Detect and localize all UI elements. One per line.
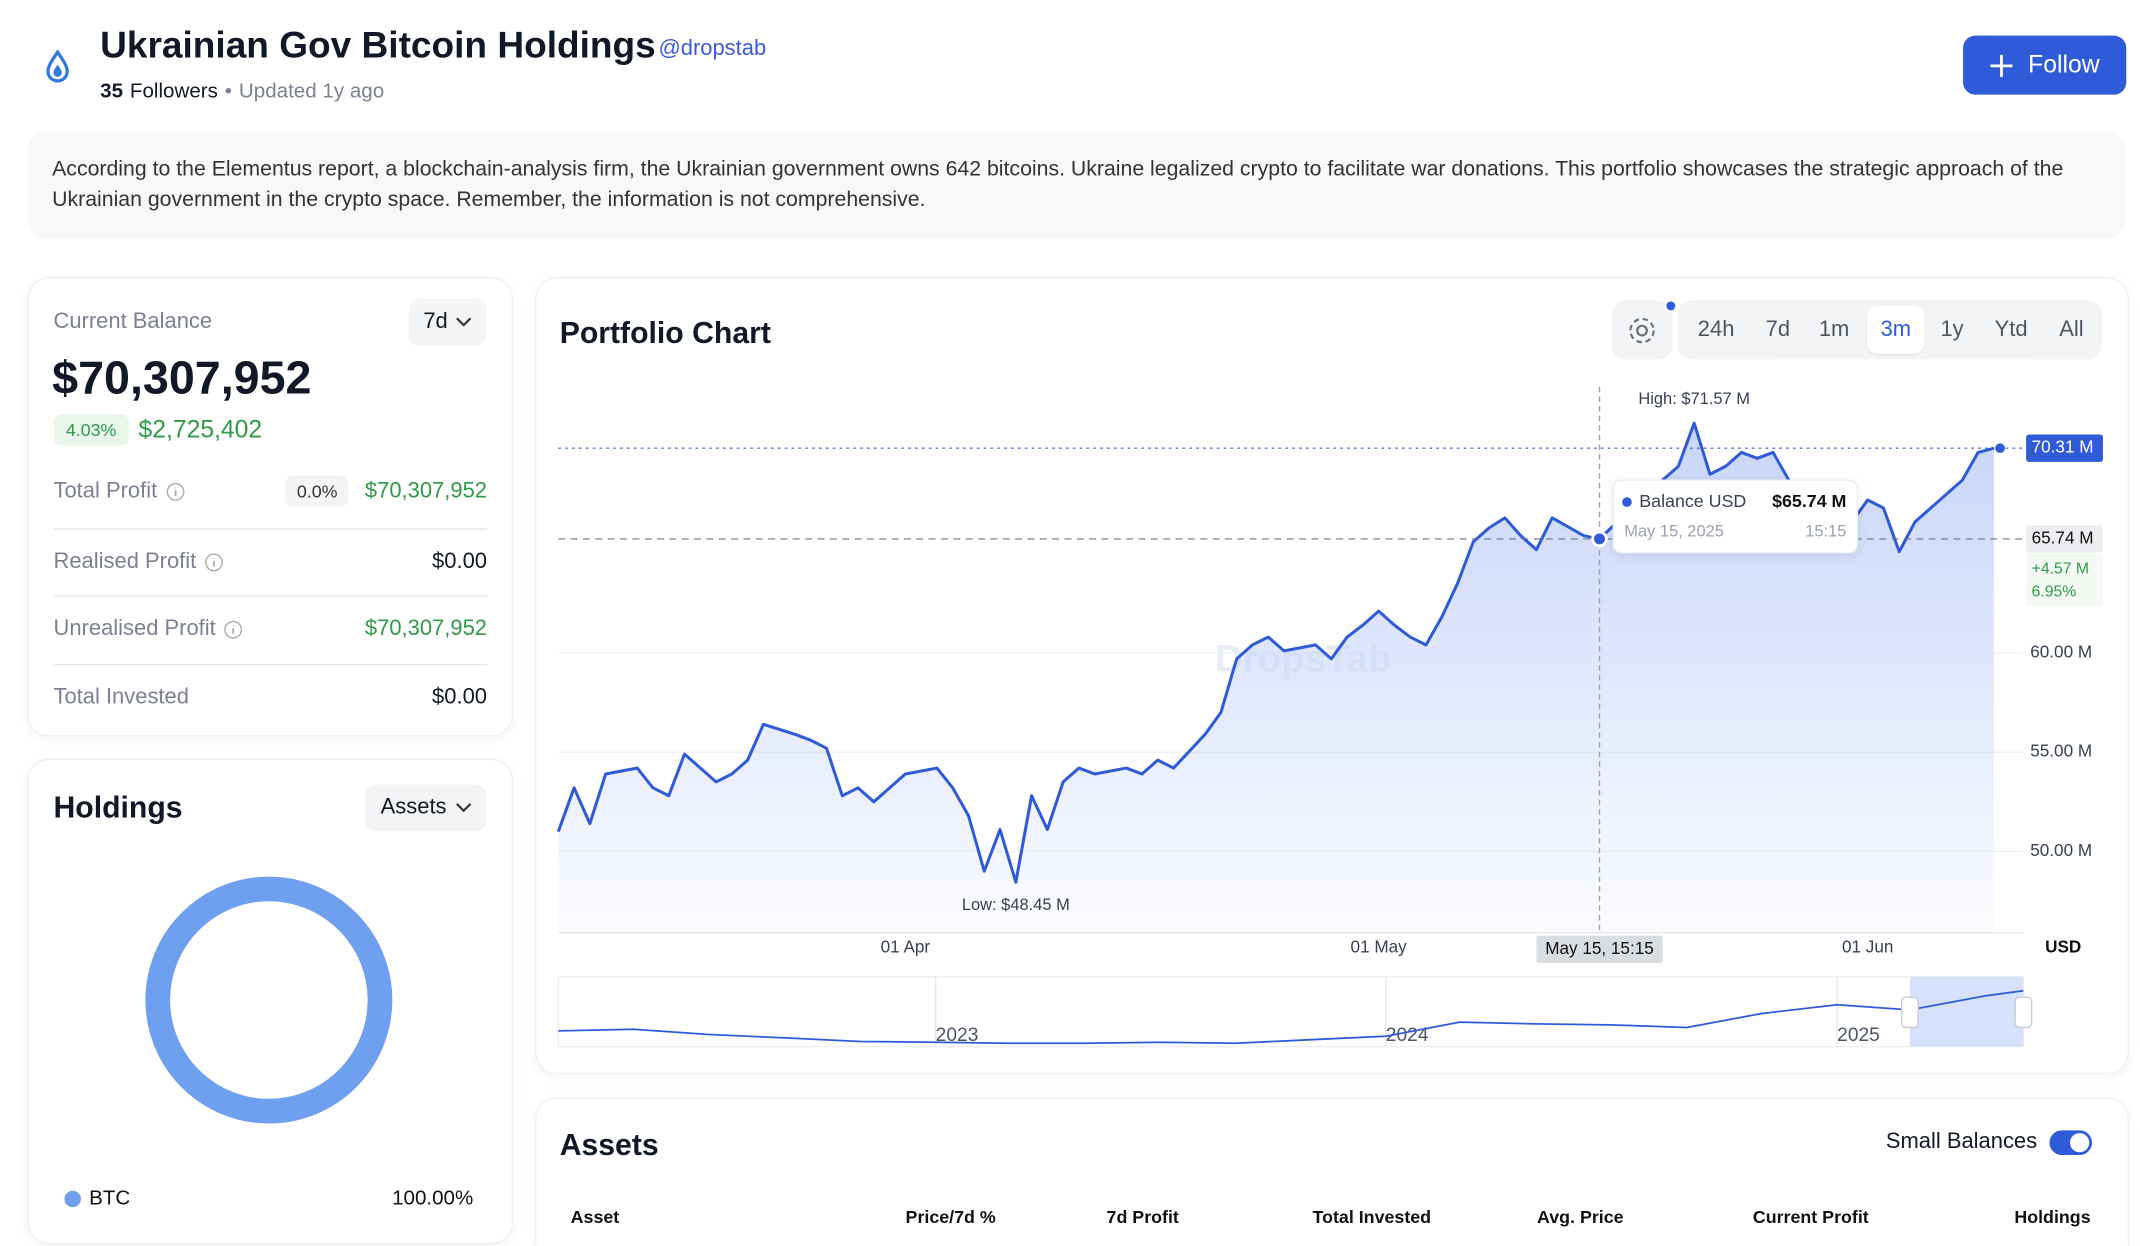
range-tab[interactable]: 7d (1765, 317, 1791, 341)
gear-icon (1629, 317, 1655, 343)
column-header[interactable]: Total Invested (1312, 1206, 1432, 1228)
holdings-card: Holdings Assets (27, 758, 514, 1245)
range-tab[interactable]: 1m (1818, 317, 1850, 341)
balance-card: Current Balance 7d $70,307,952 4.03% $2,… (27, 277, 514, 737)
follow-label: Follow (2028, 50, 2100, 79)
range-tab[interactable]: 3m (1866, 305, 1925, 354)
separator: • (224, 79, 233, 103)
description: According to the Elementus report, a blo… (27, 131, 2127, 239)
row-label: Total Invested (53, 685, 189, 710)
portfolio-card: Portfolio Chart (535, 277, 2130, 1075)
holdings-title: Holdings (53, 790, 183, 825)
range-tab[interactable]: All (2059, 317, 2084, 341)
row-label: Unrealised Profit (53, 617, 216, 641)
separator (53, 528, 487, 530)
separator (53, 595, 487, 597)
toggle-label: Small Balances (1885, 1130, 2038, 1154)
followers-count: 35 (100, 79, 124, 103)
handle[interactable]: @dropstab (658, 37, 767, 61)
row-value: $0.00 (432, 685, 487, 710)
range-tab[interactable]: 24h (1697, 317, 1735, 341)
updated: Updated 1y ago (238, 79, 385, 103)
portfolio-title: Portfolio Chart (559, 315, 771, 350)
row-value: $70,307,952 (364, 617, 487, 641)
column-header[interactable]: Current Profit (1752, 1206, 1869, 1228)
column-header[interactable]: 7d Profit (1106, 1206, 1179, 1228)
page-title: Ukrainian Gov Bitcoin Holdings (100, 24, 656, 66)
row-label: Realised Profit (53, 550, 197, 574)
toggle-switch[interactable] (2049, 1130, 2092, 1156)
meta: 35 Followers • Updated 1y ago (100, 80, 384, 103)
follow-button[interactable]: Follow (1963, 35, 2127, 95)
balance-value: $70,307,952 (52, 352, 312, 405)
change-value: $2,725,402 (138, 415, 263, 444)
row-label: Total Profit (53, 478, 158, 503)
separator (53, 663, 487, 666)
balance-row: Total Invested $0.00 (54, 686, 487, 711)
select-label: Assets (380, 795, 447, 819)
assets-title: Assets (559, 1127, 659, 1162)
row-value: $0.00 (432, 550, 487, 574)
chevron (455, 803, 471, 813)
info-icon[interactable] (204, 553, 223, 572)
badge-dot (1664, 299, 1678, 313)
info-icon[interactable] (165, 482, 184, 501)
change-pct: 4.03% (53, 414, 129, 446)
balance-row: Realised Profit $0.00 (54, 550, 487, 575)
holdings-select[interactable]: Assets (364, 784, 487, 832)
plus-icon (1991, 54, 2014, 77)
range-tab[interactable]: 1y (1940, 317, 1964, 341)
balance-label: Current Balance (53, 310, 213, 334)
toggle-knob (2070, 1133, 2090, 1153)
balance-row: Unrealised Profit $70,307,952 (54, 617, 487, 642)
column-header[interactable]: Holdings (2014, 1206, 2091, 1228)
period-select[interactable]: 7d (408, 299, 487, 346)
balance-row: Total Profit 0.0% $70,307,952 (54, 475, 487, 507)
settings-button[interactable] (1611, 299, 1678, 360)
period-label: 7d (423, 310, 448, 334)
chevron (456, 317, 472, 327)
info-icon[interactable] (224, 620, 243, 639)
row-value: $70,307,952 (364, 478, 487, 503)
range-tab[interactable]: Ytd (1994, 317, 2028, 341)
logo (46, 49, 69, 83)
row-pct: 0.0% (285, 475, 349, 507)
column-header[interactable]: Price/7d % (905, 1206, 996, 1228)
column-header[interactable]: Asset (570, 1206, 620, 1228)
column-header[interactable]: Avg. Price (1537, 1206, 1624, 1228)
range-tabs: 24h 7d 1m 3m 1y Ytd All (1677, 300, 2102, 360)
followers-label: Followers (129, 79, 218, 103)
assets-card: Assets Small Balances (535, 1097, 2130, 1246)
